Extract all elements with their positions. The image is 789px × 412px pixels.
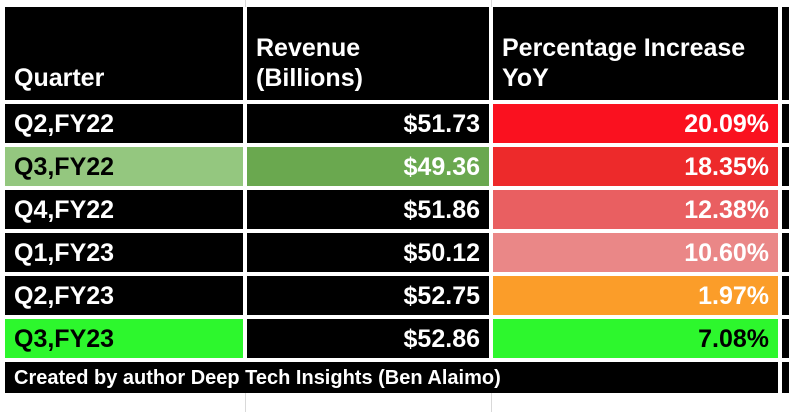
yoy-cell: 18.35% — [493, 147, 778, 186]
table-edge-strip — [782, 190, 789, 229]
revenue-cell: $49.36 — [247, 147, 489, 186]
header-cell-revenue: Revenue (Billions) — [247, 7, 489, 100]
table-edge-strip — [782, 104, 789, 143]
quarter-cell: Q1,FY23 — [5, 233, 243, 272]
quarter-cell: Q3,FY23 — [5, 319, 243, 358]
yoy-cell: 12.38% — [493, 190, 778, 229]
yoy-cell: 1.97% — [493, 276, 778, 315]
header-row: Quarter Revenue (Billions) Percentage In… — [5, 7, 789, 100]
table-edge-strip — [782, 276, 789, 315]
table-row: Q4,FY22 $51.86 12.38% — [5, 190, 789, 229]
quarter-cell: Q4,FY22 — [5, 190, 243, 229]
table-row: Q2,FY22 $51.73 20.09% — [5, 104, 789, 143]
attribution-row: Created by author Deep Tech Insights (Be… — [5, 362, 789, 393]
table-row: Q2,FY23 $52.75 1.97% — [5, 276, 789, 315]
gridline — [491, 0, 492, 7]
gridline — [491, 393, 492, 412]
header-cell-quarter: Quarter — [5, 7, 243, 100]
header-cell-yoy: Percentage Increase YoY — [493, 7, 778, 100]
table-edge-strip — [782, 362, 789, 393]
table-row: Q3,FY23 $52.86 7.08% — [5, 319, 789, 358]
revenue-table: Quarter Revenue (Billions) Percentage In… — [5, 7, 789, 393]
quarter-cell: Q2,FY22 — [5, 104, 243, 143]
gridline — [245, 393, 246, 412]
table-edge-strip — [782, 319, 789, 358]
table-edge-strip — [782, 233, 789, 272]
table-edge-strip — [782, 7, 789, 100]
table-row: Q3,FY22 $49.36 18.35% — [5, 147, 789, 186]
revenue-cell: $51.86 — [247, 190, 489, 229]
table-row: Q1,FY23 $50.12 10.60% — [5, 233, 789, 272]
revenue-cell: $50.12 — [247, 233, 489, 272]
yoy-cell: 20.09% — [493, 104, 778, 143]
yoy-cell: 7.08% — [493, 319, 778, 358]
revenue-cell: $52.75 — [247, 276, 489, 315]
revenue-cell: $51.73 — [247, 104, 489, 143]
gridline — [245, 0, 246, 7]
quarter-cell: Q2,FY23 — [5, 276, 243, 315]
quarter-cell: Q3,FY22 — [5, 147, 243, 186]
yoy-cell: 10.60% — [493, 233, 778, 272]
revenue-cell: $52.86 — [247, 319, 489, 358]
table-edge-strip — [782, 147, 789, 186]
attribution-text: Created by author Deep Tech Insights (Be… — [5, 362, 778, 393]
